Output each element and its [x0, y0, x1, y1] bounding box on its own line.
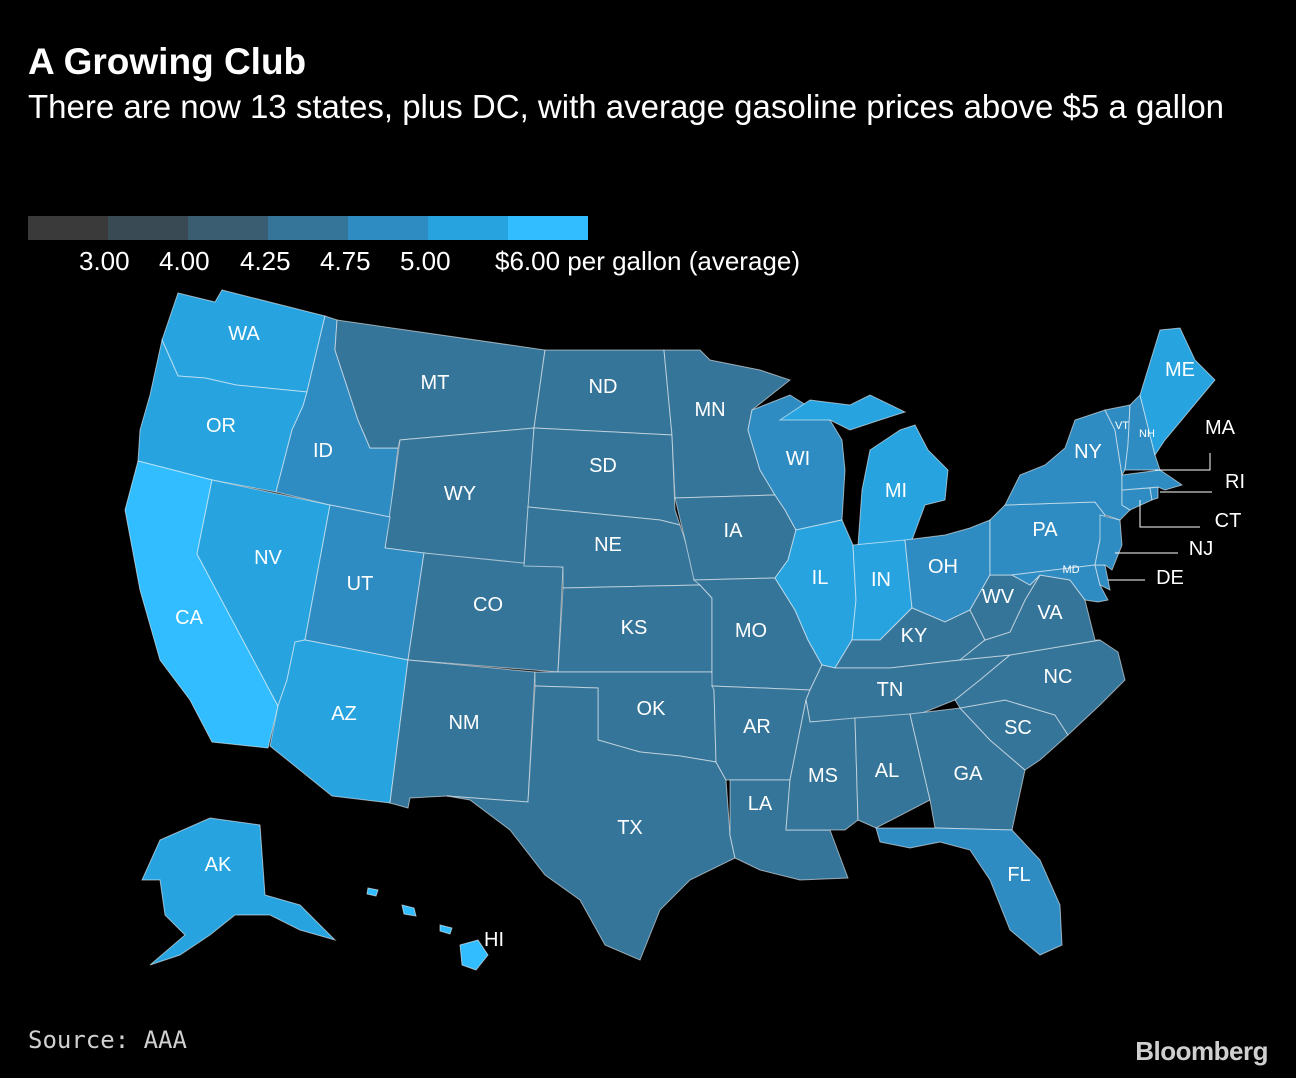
chart-title: A Growing Club: [28, 41, 307, 82]
label-AZ: AZ: [331, 703, 357, 725]
label-SC: SC: [1004, 717, 1032, 739]
source-note: Source: AAA: [28, 1026, 187, 1054]
state-NJ[interactable]: [1094, 514, 1123, 571]
bloomberg-logo: Bloomberg: [1135, 1036, 1268, 1066]
label-IL: IL: [812, 567, 829, 589]
label-ID: ID: [313, 440, 333, 462]
label-NV: NV: [254, 547, 282, 569]
legend-swatch: [348, 216, 428, 240]
state-AK[interactable]: [141, 817, 337, 966]
state-NM[interactable]: [389, 659, 536, 809]
label-WA: WA: [228, 323, 260, 345]
label-HI: HI: [484, 929, 504, 951]
legend-labels: 3.00 4.00 4.25 4.75 5.00 $6.00 per gallo…: [0, 246, 900, 280]
legend-swatch: [108, 216, 188, 240]
legend-swatch: [268, 216, 348, 240]
label-VA: VA: [1037, 602, 1063, 624]
label-MN: MN: [694, 399, 725, 421]
label-MT: MT: [421, 372, 450, 394]
label-OH: OH: [928, 556, 958, 578]
state-TX[interactable]: [446, 685, 736, 961]
legend-label: 4.00: [159, 246, 210, 276]
legend-swatch: [188, 216, 268, 240]
state-RI[interactable]: [1149, 486, 1159, 501]
state-AL[interactable]: [854, 713, 931, 829]
label-IA: IA: [724, 520, 744, 542]
legend-swatch: [428, 216, 508, 240]
legend-swatch: [508, 216, 588, 240]
legend-swatch: [28, 216, 108, 240]
state-HI[interactable]: [459, 939, 489, 971]
label-OR: OR: [206, 415, 236, 437]
label-TN: TN: [877, 679, 904, 701]
label-ND: ND: [589, 376, 618, 398]
label-MA: MA: [1205, 417, 1236, 439]
leader-lines: [1108, 453, 1212, 581]
label-WY: WY: [444, 483, 476, 505]
label-DE: DE: [1156, 567, 1184, 589]
label-IN: IN: [871, 569, 891, 591]
state-MA[interactable]: [1121, 469, 1184, 491]
legend-label: $6.00 per gallon (average): [495, 246, 800, 276]
leader-line-CT: [1139, 500, 1200, 528]
label-NE: NE: [594, 534, 622, 556]
state-FL[interactable]: [875, 827, 1063, 956]
label-LA: LA: [748, 793, 773, 815]
state-CT[interactable]: [1121, 487, 1153, 511]
state-MI-upper[interactable]: [778, 394, 907, 431]
legend-label: 4.75: [320, 246, 371, 276]
label-ME: ME: [1165, 359, 1195, 381]
legend-label: 3.00: [79, 246, 130, 276]
label-TX: TX: [617, 817, 643, 839]
label-GA: GA: [954, 763, 984, 785]
label-CO: CO: [473, 594, 503, 616]
legend-label: 5.00: [400, 246, 451, 276]
state-HI-islands[interactable]: [366, 887, 453, 935]
label-AR: AR: [743, 716, 771, 738]
label-SD: SD: [589, 455, 617, 477]
label-NY: NY: [1074, 441, 1102, 463]
state-ME[interactable]: [1139, 327, 1216, 457]
label-NH: NH: [1139, 428, 1155, 440]
label-WV: WV: [982, 586, 1015, 608]
label-NC: NC: [1044, 666, 1073, 688]
label-NM: NM: [448, 712, 479, 734]
label-VT: VT: [1115, 420, 1129, 432]
state-NC[interactable]: [954, 639, 1126, 736]
chart-subtitle: There are now 13 states, plus DC, with a…: [28, 88, 1225, 125]
label-KY: KY: [901, 625, 928, 647]
label-AK: AK: [205, 854, 232, 876]
label-AL: AL: [875, 760, 899, 782]
label-WI: WI: [786, 448, 810, 470]
leader-line-MA: [1155, 453, 1211, 471]
label-NJ: NJ: [1189, 538, 1213, 560]
state-MI[interactable]: [857, 424, 949, 546]
label-CA: CA: [175, 607, 203, 629]
label-OK: OK: [637, 698, 667, 720]
label-KS: KS: [621, 617, 648, 639]
label-PA: PA: [1032, 519, 1058, 541]
label-MD: MD: [1062, 564, 1079, 576]
label-CT: CT: [1215, 510, 1242, 532]
label-MO: MO: [735, 620, 767, 642]
label-FL: FL: [1007, 864, 1030, 886]
label-MS: MS: [808, 765, 838, 787]
label-RI: RI: [1225, 471, 1245, 493]
label-UT: UT: [347, 573, 374, 595]
label-MI: MI: [885, 480, 907, 502]
legend-label: 4.25: [240, 246, 291, 276]
legend-color-scale: [28, 216, 588, 240]
